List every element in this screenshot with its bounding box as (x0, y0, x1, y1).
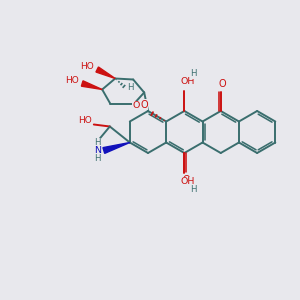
Text: H: H (94, 154, 101, 163)
Text: OH: OH (180, 178, 195, 187)
Polygon shape (96, 67, 115, 79)
Text: HO: HO (78, 116, 92, 125)
Text: OH: OH (180, 77, 195, 86)
Text: H: H (94, 138, 101, 147)
Text: H: H (190, 185, 196, 194)
Text: O: O (183, 175, 190, 185)
Text: H: H (127, 83, 134, 92)
Text: H: H (190, 70, 196, 79)
Text: O: O (219, 79, 226, 89)
Text: O: O (133, 101, 140, 110)
Text: HO: HO (65, 76, 79, 85)
Polygon shape (81, 81, 102, 89)
Text: N: N (94, 146, 101, 155)
Text: O: O (140, 100, 148, 110)
Text: HO: HO (80, 62, 94, 71)
Polygon shape (103, 142, 130, 153)
